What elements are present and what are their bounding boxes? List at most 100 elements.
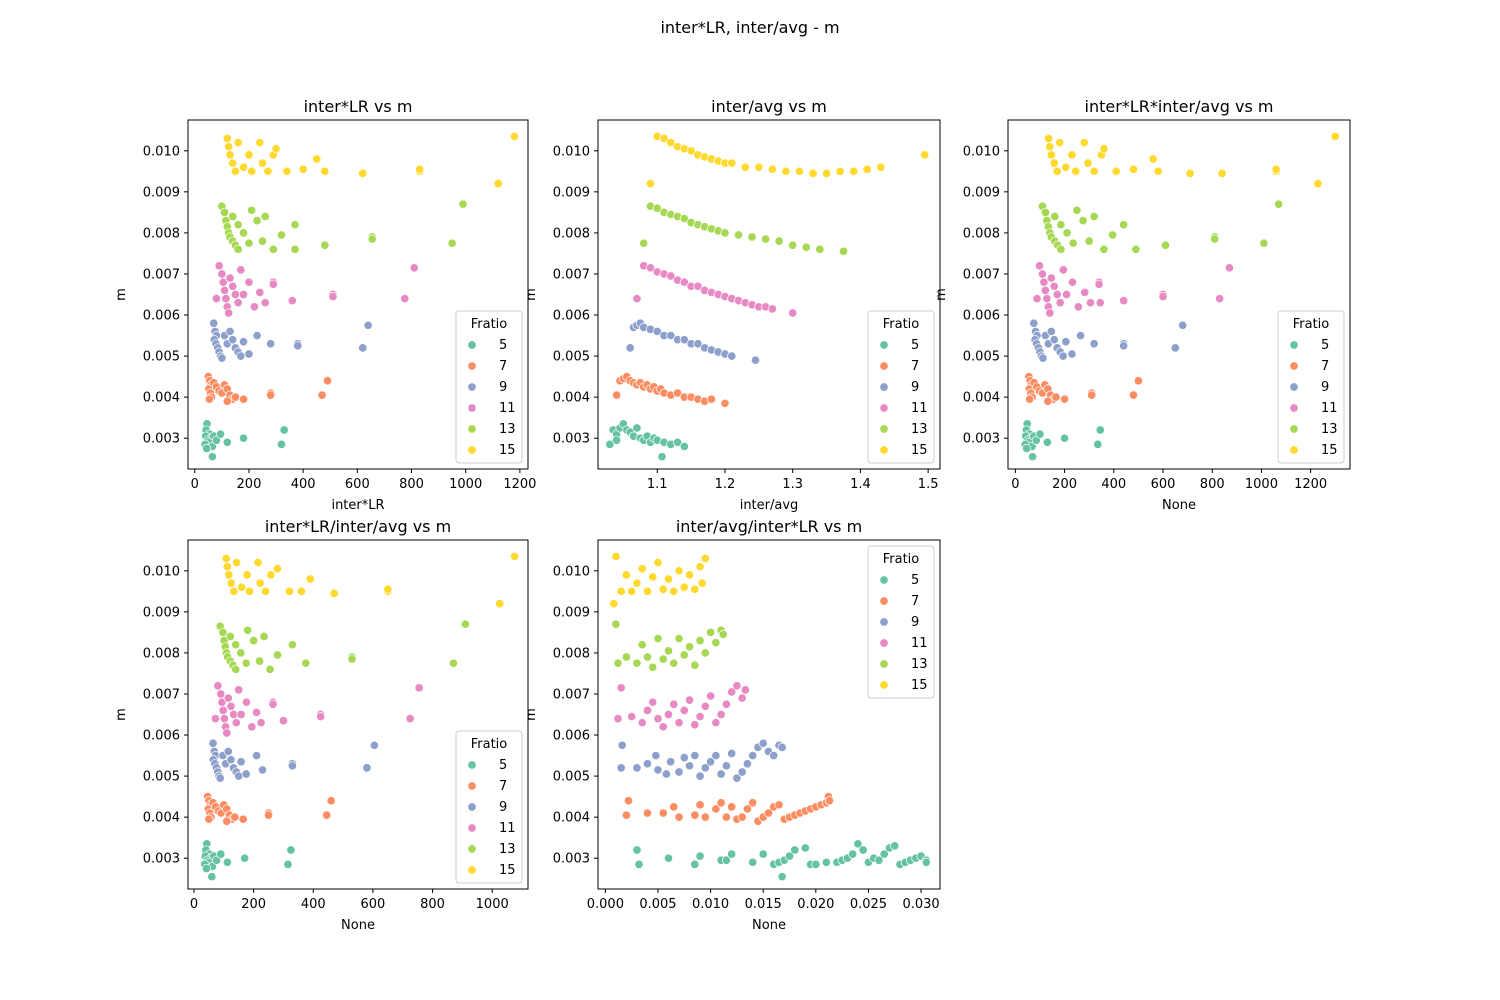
data-point-fratio-15 (1271, 164, 1281, 174)
data-point-fratio-13 (706, 627, 716, 637)
data-point-fratio-11 (328, 292, 338, 302)
data-point-fratio-11 (287, 296, 297, 306)
data-point-fratio-13 (252, 216, 262, 226)
axes-frame (597, 539, 941, 890)
data-point-fratio-15 (260, 586, 271, 596)
data-point-fratio-9 (695, 771, 705, 781)
legend-entry-label: 11 (911, 636, 928, 651)
data-point-fratio-7 (238, 814, 248, 824)
legend-marker (467, 781, 477, 791)
data-point-fratio-13 (690, 660, 700, 670)
legend-entry-label: 5 (911, 573, 919, 588)
data-point-fratio-15 (1067, 150, 1077, 160)
data-point-fratio-9 (217, 353, 227, 363)
subplot-3: inter*LR*inter/avg vs m 0 200 400 600 800 1000… (934, 97, 1351, 513)
data-point-fratio-5 (1028, 452, 1038, 462)
data-point-fratio-11 (637, 718, 647, 728)
data-point-fratio-7 (690, 810, 700, 820)
data-point-fratio-13 (1040, 207, 1050, 217)
x-tick-label: 1000 (1245, 477, 1278, 492)
x-tick-label: 0.015 (745, 897, 782, 912)
legend-marker (467, 865, 477, 875)
data-point-fratio-15 (1052, 166, 1062, 176)
x-tick-label: 0.005 (639, 897, 676, 912)
data-point-fratio-11 (268, 279, 278, 289)
data-point-fratio-11 (223, 693, 233, 703)
data-point-fratio-13 (367, 234, 377, 244)
data-point-fratio-15 (674, 566, 684, 576)
data-point-fratio-7 (1060, 394, 1070, 404)
data-point-fratio-13 (658, 654, 668, 664)
x-tick-label: 0.000 (587, 897, 624, 912)
legend-marker (1289, 382, 1299, 392)
data-point-fratio-13 (1056, 220, 1066, 230)
data-point-fratio-7 (695, 800, 705, 810)
data-point-fratio-15 (1044, 133, 1054, 144)
data-point-fratio-15 (230, 166, 240, 176)
data-point-fratio-11 (236, 265, 246, 275)
data-point-fratio-15 (794, 166, 805, 176)
data-point-fratio-11 (252, 707, 262, 717)
data-point-fratio-13 (639, 238, 649, 248)
data-point-fratio-11 (788, 308, 798, 318)
data-point-fratio-9 (266, 339, 276, 349)
data-point-fratio-11 (414, 683, 424, 693)
legend-marker (879, 361, 889, 371)
data-point-fratio-15 (266, 570, 276, 580)
data-point-fratio-5 (286, 845, 296, 855)
data-point-fratio-13 (1072, 205, 1082, 215)
legend-entry-label: 5 (499, 758, 507, 773)
legend-marker (879, 659, 889, 669)
data-point-fratio-9 (750, 355, 761, 365)
y-tick-label: 0.008 (553, 646, 590, 661)
scatter-points (200, 131, 520, 462)
legend-marker (879, 382, 889, 392)
data-point-fratio-11 (706, 691, 716, 701)
data-point-fratio-13 (268, 244, 278, 254)
data-point-fratio-11 (1095, 298, 1105, 308)
data-point-fratio-15 (685, 570, 695, 580)
x-tick-label: 800 (399, 477, 424, 492)
data-point-fratio-11 (674, 718, 684, 728)
data-point-fratio-13 (648, 662, 658, 672)
data-point-fratio-11 (278, 716, 288, 726)
legend-entry-label: 15 (911, 443, 928, 458)
data-point-fratio-9 (679, 753, 689, 763)
data-point-fratio-5 (679, 441, 689, 451)
data-point-fratio-15 (822, 168, 832, 178)
legend-title: Fratio (883, 317, 920, 332)
data-point-fratio-7 (230, 392, 240, 402)
data-point-fratio-7 (700, 812, 710, 822)
data-point-fratio-5 (240, 853, 250, 863)
legend-marker (879, 445, 889, 455)
data-point-fratio-5 (201, 863, 212, 874)
data-point-fratio-13 (1078, 216, 1088, 226)
data-point-fratio-15 (648, 572, 658, 582)
data-point-fratio-13 (1050, 211, 1060, 222)
data-point-fratio-15 (229, 586, 239, 596)
legend-entry-label: 11 (1321, 401, 1338, 416)
data-point-fratio-15 (233, 138, 243, 148)
data-point-fratio-9 (223, 746, 233, 757)
y-tick-label: 0.010 (143, 564, 180, 579)
data-point-fratio-5 (721, 855, 731, 865)
x-axis-label: None (1162, 498, 1196, 513)
data-point-fratio-15 (700, 553, 710, 564)
y-tick-label: 0.010 (963, 144, 1000, 159)
data-point-fratio-13 (448, 658, 458, 668)
data-point-fratio-9 (236, 351, 246, 361)
legend-marker (467, 445, 477, 455)
data-point-fratio-9 (226, 755, 236, 765)
data-point-fratio-11 (645, 263, 656, 273)
data-point-fratio-15 (1055, 138, 1065, 148)
data-point-fratio-15 (920, 150, 930, 160)
y-tick-label: 0.005 (553, 770, 590, 785)
data-point-fratio-15 (1185, 168, 1195, 178)
data-point-fratio-11 (1058, 265, 1068, 275)
data-point-fratio-9 (777, 742, 787, 752)
data-point-fratio-13 (290, 220, 300, 230)
data-point-fratio-15 (221, 553, 231, 564)
data-point-fratio-15 (493, 179, 503, 189)
data-point-fratio-11 (213, 681, 223, 691)
data-point-fratio-11 (1158, 292, 1168, 302)
